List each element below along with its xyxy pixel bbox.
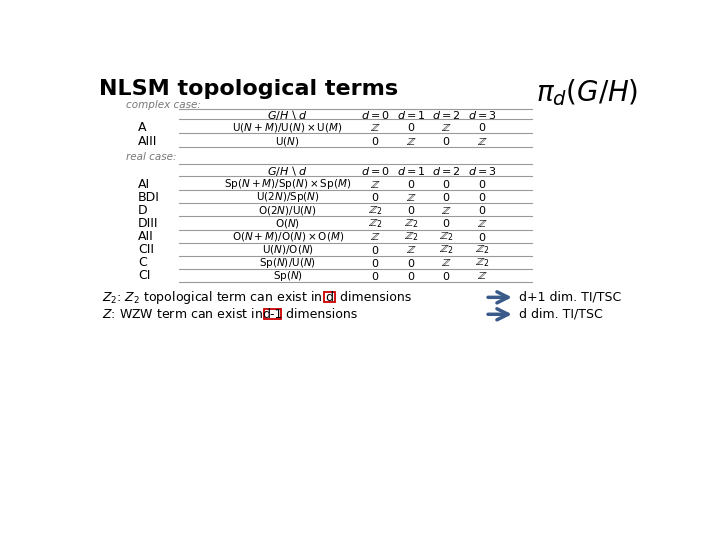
Text: $0$: $0$ (442, 178, 451, 190)
Text: dimensions: dimensions (282, 308, 357, 321)
Text: $\mathbb{Z}_2$: $\mathbb{Z}_2$ (405, 230, 419, 243)
Text: $\mathbb{Z}$: $\mathbb{Z}$ (441, 205, 451, 216)
Text: $\mathbb{Z}$: $\mathbb{Z}$ (477, 218, 487, 229)
Text: $0$: $0$ (442, 135, 451, 147)
Text: $0$: $0$ (371, 270, 379, 282)
Text: $\mathbb{Z}_2$: $\mathbb{Z}_2$ (368, 204, 382, 217)
Text: $\mathrm{O}(N+M)/\mathrm{O}(N)\times\mathrm{O}(M)$: $\mathrm{O}(N+M)/\mathrm{O}(N)\times\mat… (232, 230, 343, 243)
Text: $d=2$: $d=2$ (432, 165, 461, 177)
Text: d dim. TI/TSC: d dim. TI/TSC (518, 308, 603, 321)
Text: $d=3$: $d=3$ (468, 165, 497, 177)
Text: $\mathbb{Z}_2$: $\mathbb{Z}_2$ (439, 230, 454, 243)
Text: $\mathrm{O}(N)$: $\mathrm{O}(N)$ (275, 217, 300, 230)
Text: dimensions: dimensions (336, 291, 411, 304)
Text: $0$: $0$ (371, 244, 379, 255)
Text: $G/H \setminus d$: $G/H \setminus d$ (267, 108, 308, 122)
Text: D: D (138, 204, 148, 217)
Text: $\mathrm{O}(2N)/\mathrm{U}(N)$: $\mathrm{O}(2N)/\mathrm{U}(N)$ (258, 204, 317, 217)
Text: $d=3$: $d=3$ (468, 109, 497, 121)
Text: complex case:: complex case: (127, 100, 202, 110)
Text: $\mathrm{U}(N)/\mathrm{O}(N)$: $\mathrm{U}(N)/\mathrm{O}(N)$ (261, 243, 314, 256)
Text: $d=2$: $d=2$ (432, 109, 461, 121)
Text: $\mathbb{Z}_2$: $\mathbb{Z}_2$ (439, 243, 454, 256)
Text: $d=0$: $d=0$ (361, 165, 390, 177)
Text: $\mathrm{U}(N)$: $\mathrm{U}(N)$ (275, 134, 300, 147)
Text: $0$: $0$ (478, 121, 486, 133)
Text: $0$: $0$ (408, 204, 415, 217)
Text: A: A (138, 120, 147, 134)
Text: $0$: $0$ (442, 191, 451, 203)
Text: C: C (138, 256, 147, 269)
Text: CI: CI (138, 269, 150, 282)
Text: $\mathrm{U}(2N)/\mathrm{Sp}(N)$: $\mathrm{U}(2N)/\mathrm{Sp}(N)$ (256, 190, 320, 204)
Text: $\mathrm{Sp}(N)$: $\mathrm{Sp}(N)$ (273, 269, 302, 283)
Text: $\mathrm{Sp}(N)/\mathrm{U}(N)$: $\mathrm{Sp}(N)/\mathrm{U}(N)$ (259, 255, 316, 269)
Text: $\mathbb{Z}$: $\mathbb{Z}$ (477, 271, 487, 281)
Text: $\mathrm{U}(N+M)/\mathrm{U}(N)\times\mathrm{U}(M)$: $\mathrm{U}(N+M)/\mathrm{U}(N)\times\mat… (233, 120, 343, 134)
Text: $\mathbb{Z}$: $\mathbb{Z}$ (407, 244, 417, 255)
Text: $Z_2$: $Z_2$ topological term can exist in: $Z_2$: $Z_2$ topological term can exist … (102, 289, 323, 306)
Text: $\mathbb{Z}_2$: $\mathbb{Z}_2$ (475, 243, 490, 256)
Text: $\mathbb{Z}$: $\mathbb{Z}$ (407, 136, 417, 146)
Text: $G/H \setminus d$: $G/H \setminus d$ (267, 164, 308, 178)
Text: DIII: DIII (138, 217, 158, 230)
Text: $\mathrm{Sp}(N+M)/\mathrm{Sp}(N)\times\mathrm{Sp}(M)$: $\mathrm{Sp}(N+M)/\mathrm{Sp}(N)\times\m… (224, 177, 351, 191)
Text: $Z$: WZW term can exist in: $Z$: WZW term can exist in (102, 307, 264, 321)
Text: $d=0$: $d=0$ (361, 109, 390, 121)
Text: $0$: $0$ (442, 218, 451, 230)
Text: $\mathbb{Z}_2$: $\mathbb{Z}_2$ (405, 217, 419, 230)
Text: real case:: real case: (127, 152, 177, 162)
Text: $d=1$: $d=1$ (397, 165, 426, 177)
Text: NLSM topological terms: NLSM topological terms (99, 79, 398, 99)
Text: $\mathbb{Z}$: $\mathbb{Z}$ (407, 192, 417, 202)
Text: $\mathbb{Z}$: $\mathbb{Z}$ (370, 122, 380, 133)
Text: $0$: $0$ (371, 191, 379, 203)
Text: $\mathbb{Z}$: $\mathbb{Z}$ (441, 257, 451, 268)
Text: d: d (325, 291, 333, 304)
Text: d+1 dim. TI/TSC: d+1 dim. TI/TSC (518, 291, 621, 304)
Text: $0$: $0$ (478, 178, 486, 190)
Text: $0$: $0$ (408, 256, 415, 269)
Text: AI: AI (138, 178, 150, 191)
Text: $0$: $0$ (408, 270, 415, 282)
Text: $0$: $0$ (442, 270, 451, 282)
Text: CII: CII (138, 243, 154, 256)
Text: $0$: $0$ (478, 204, 486, 217)
Text: $0$: $0$ (371, 135, 379, 147)
Text: $0$: $0$ (408, 121, 415, 133)
Text: $\mathbb{Z}_2$: $\mathbb{Z}_2$ (475, 256, 490, 269)
Text: $0$: $0$ (371, 256, 379, 269)
Text: AII: AII (138, 230, 154, 243)
Text: $\mathbb{Z}$: $\mathbb{Z}$ (441, 122, 451, 133)
Text: $0$: $0$ (478, 191, 486, 203)
Text: $\mathbb{Z}$: $\mathbb{Z}$ (370, 231, 380, 242)
Text: AIII: AIII (138, 134, 158, 147)
Text: $\mathbb{Z}_2$: $\mathbb{Z}_2$ (368, 217, 382, 230)
Text: $\pi_d(G/H)$: $\pi_d(G/H)$ (536, 77, 639, 108)
Text: $d=1$: $d=1$ (397, 109, 426, 121)
Text: $\mathbb{Z}$: $\mathbb{Z}$ (370, 179, 380, 190)
Text: $0$: $0$ (408, 178, 415, 190)
Text: $\mathbb{Z}$: $\mathbb{Z}$ (477, 136, 487, 146)
Text: BDI: BDI (138, 191, 160, 204)
Text: $0$: $0$ (478, 231, 486, 242)
Text: d-1: d-1 (263, 308, 283, 321)
